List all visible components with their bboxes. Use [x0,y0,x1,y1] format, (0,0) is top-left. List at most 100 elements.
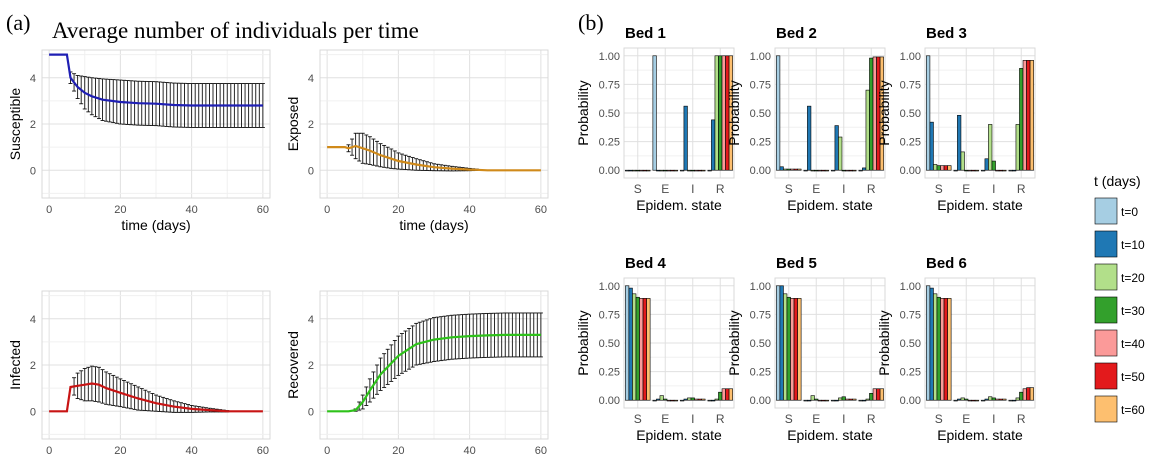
series-line-susceptible [49,53,263,107]
bar [707,169,712,172]
series-line-infected [49,382,263,413]
x-tick-label: 0 [324,204,330,216]
bar [673,169,678,172]
y-tick-label: 0.75 [750,79,771,91]
bar-chart-title: Bed 6 [926,255,967,272]
bar [776,285,781,401]
bar [1015,397,1020,401]
bar [943,165,948,171]
bar [683,398,688,401]
bar [852,398,857,401]
x-tick-label: R [716,412,725,426]
bar [656,398,661,401]
bar [974,399,979,402]
bar [967,169,972,172]
bar [646,298,651,401]
y-axis-label: Exposed [285,97,301,151]
legend-label: t=50 [1121,370,1145,384]
x-tick-label: E [661,182,669,196]
bar-chart-title: Bed 5 [776,255,817,272]
legend-key-t-60 [1094,395,1118,423]
bar [635,169,640,172]
x-axis-label: Epidem. state [636,427,722,443]
x-tick-label: E [962,412,970,426]
x-tick-label: E [962,182,970,196]
plot-border [41,49,271,199]
y-tick-label: 0.75 [750,309,771,321]
bar [718,391,723,401]
x-axis-label: Epidem. state [937,427,1023,443]
y-axis-label: Probability [575,310,591,375]
legend-label: t=0 [1121,205,1138,219]
bar [984,398,989,401]
x-tick-label: 60 [257,204,269,216]
bar [635,296,640,401]
x-axis-label: Epidem. state [787,197,873,213]
bar [659,169,664,172]
plot-border [774,47,886,179]
bar [642,169,647,172]
y-tick-label: 1.00 [750,51,771,63]
x-tick-label: S [935,182,943,196]
bar [879,56,884,171]
bar [981,399,986,402]
bar [848,169,853,172]
bar-chart-bed-6: Bed 6 S E I R 0.00 0.25 0.50 0.75 1.00 Epidem. sta… [876,255,1036,443]
y-tick-label: 0.50 [599,338,620,350]
plot-border [924,47,1036,179]
bar [714,55,719,171]
y-tick-label: 1.00 [599,51,620,63]
bar [663,169,668,172]
bar [841,396,846,401]
bar [817,399,822,402]
x-tick-label: S [785,412,793,426]
y-axis-label: Recovered [285,331,301,399]
bar [652,399,657,402]
bar [1026,387,1031,401]
bar [701,398,706,401]
x-tick-label: 0 [324,445,330,457]
plot-border [319,49,549,199]
bar-chart-title: Bed 1 [625,25,666,42]
bar [879,388,884,401]
bar [821,169,826,172]
bar [697,169,702,172]
bar [929,121,934,171]
plot-border [319,290,549,440]
bar [625,285,630,401]
bar [988,124,993,171]
bar [841,169,846,172]
bar [642,298,647,401]
bar [964,398,969,401]
y-tick-label: 0 [30,406,36,418]
plot-border [623,47,735,179]
bar-chart-title: Bed 4 [625,255,667,272]
bar [687,397,692,401]
bar [1029,387,1034,401]
bar-chart-bed-5: Bed 5 S E I R 0.00 0.25 0.50 0.75 1.00 Epidem. sta… [726,255,886,443]
plot-border [41,290,271,440]
plot-border [623,277,735,409]
y-tick-label: 0.25 [750,137,771,149]
bar [936,165,941,171]
bar [810,395,815,401]
y-tick-label: 0.00 [750,395,771,407]
y-tick-label: 4 [30,314,36,326]
bar [858,399,863,402]
x-tick-label: R [1017,412,1026,426]
bar [687,169,692,172]
bar [865,89,870,171]
bar [814,169,819,172]
bar [964,169,969,172]
panel-a-tag: (a) [6,10,30,35]
bar [797,298,802,401]
bar [933,293,938,401]
bar [666,169,671,172]
x-tick-label: 0 [46,445,52,457]
y-axis-label: Probability [876,80,892,145]
y-tick-label: 1.00 [750,281,771,293]
bar [967,399,972,402]
bar [957,398,962,401]
bar-chart-bed-3: Bed 3 S E I R 0.00 0.25 0.50 0.75 1.00 Epidem. sta… [876,25,1036,213]
y-tick-label: 1.00 [900,51,921,63]
